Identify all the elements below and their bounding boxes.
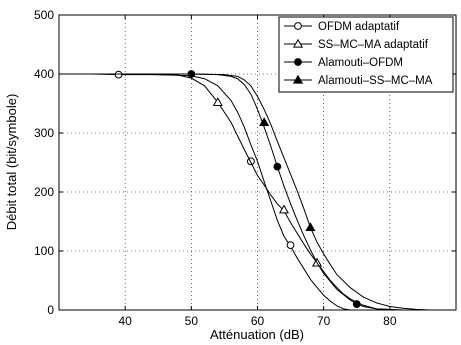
x-tick-label: 40: [118, 314, 132, 328]
legend-item: OFDM adaptatif: [284, 21, 400, 33]
series-layer: [59, 70, 443, 311]
legend-item: Alamouti–OFDM: [284, 57, 403, 69]
legend-items: OFDM adaptatif SS–MC–MA adaptatif Alamouti…: [284, 21, 433, 87]
x-tick-label: 50: [185, 314, 199, 328]
y-tick-label: 500: [34, 8, 54, 22]
legend-marker: [292, 38, 304, 48]
y-tick-label: 200: [34, 185, 54, 199]
x-tick-label: 80: [383, 314, 397, 328]
data-point-marker: [259, 117, 270, 127]
data-point-marker: [352, 300, 361, 309]
y-tick-label: 400: [34, 67, 54, 81]
legend-label: Alamouti–SS–MC–MA: [318, 75, 433, 87]
legend-marker: [294, 22, 302, 30]
legend-marker: [292, 74, 304, 84]
legend: OFDM adaptatif SS–MC–MA adaptatif Alamouti…: [278, 16, 454, 93]
data-point-marker: [278, 204, 290, 214]
y-axis-title: Débit total (bit/symbole): [4, 94, 19, 231]
tick-layer: 40 50 60 70 80 0 100 200 300 400 500: [34, 8, 456, 328]
x-tick-label: 60: [251, 314, 265, 328]
legend-item: Alamouti–SS–MC–MA: [284, 74, 433, 87]
y-tick-label: 300: [34, 126, 54, 140]
series-3: [59, 73, 443, 311]
data-point-marker: [246, 157, 255, 166]
data-point-marker: [273, 162, 282, 171]
legend-item: SS–MC–MA adaptatif: [284, 38, 429, 51]
y-tick-label: 100: [34, 244, 54, 258]
legend-label: OFDM adaptatif: [318, 21, 400, 33]
data-point-marker: [114, 70, 123, 79]
legend-label: Alamouti–OFDM: [318, 57, 403, 69]
x-axis-title: Atténuation (dB): [210, 327, 304, 342]
legend-marker: [294, 58, 302, 66]
legend-label: SS–MC–MA adaptatif: [318, 39, 429, 51]
data-point-marker: [305, 222, 316, 232]
x-tick-label: 70: [317, 314, 331, 328]
data-point-marker: [286, 241, 295, 250]
data-point-marker: [212, 97, 223, 106]
series-line: [59, 73, 443, 311]
y-tick-label: 0: [47, 303, 54, 317]
